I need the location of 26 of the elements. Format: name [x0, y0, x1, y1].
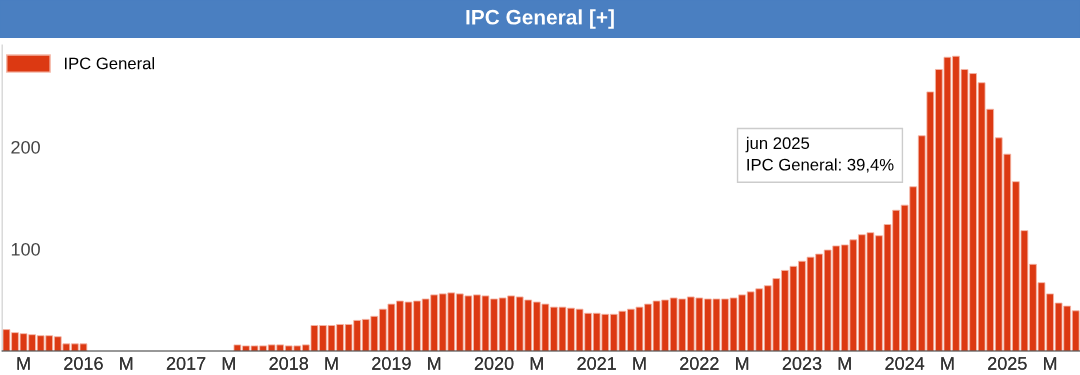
x-tick-label: M	[941, 357, 954, 370]
x-tick-label: M	[325, 357, 338, 370]
x-tick-label: 2016	[64, 357, 103, 370]
x-tick-label: M	[120, 357, 133, 370]
x-tick-label: M	[428, 357, 441, 370]
x-tick-label: 2020	[474, 357, 514, 370]
x-tick-label: M	[736, 357, 749, 370]
chart-title: IPC General [+]	[466, 9, 614, 29]
y-tick-label: 200	[11, 140, 40, 154]
x-tick-label: 2021	[577, 357, 616, 370]
x-tick-label: M	[838, 357, 851, 370]
x-tick-label: M	[1044, 357, 1057, 370]
x-tick-label: 2017	[166, 357, 206, 370]
x-tick-label: 2018	[269, 357, 309, 370]
x-tick-label: 2019	[372, 357, 411, 370]
x-tick-label: M	[633, 357, 646, 370]
x-tick-label: M	[17, 357, 30, 370]
x-tick-label: 2024	[885, 357, 925, 370]
annotation: jun 2025 IPC General: 39,4%	[745, 136, 894, 173]
legend-label: IPC General	[64, 57, 155, 70]
x-tick-label: M	[222, 357, 235, 370]
x-tick-label: 2025	[988, 357, 1027, 370]
x-tick-label: 2023	[782, 357, 822, 370]
x-tick-label: M	[530, 357, 543, 370]
y-tick-label: 100	[11, 242, 40, 256]
x-tick-label: 2022	[680, 357, 719, 370]
